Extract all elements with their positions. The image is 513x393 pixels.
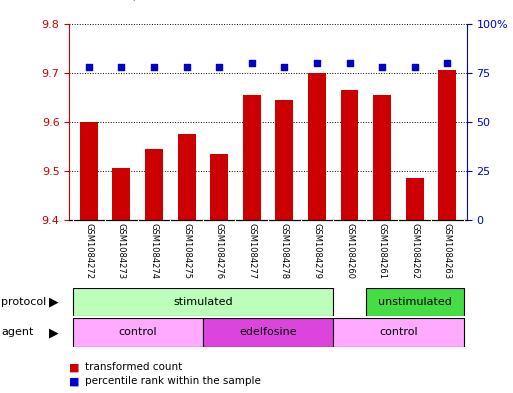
Text: unstimulated: unstimulated bbox=[378, 297, 451, 307]
Text: GSM1084273: GSM1084273 bbox=[117, 223, 126, 279]
Text: GSM1084274: GSM1084274 bbox=[149, 223, 159, 279]
Bar bbox=[72, 288, 333, 316]
Bar bbox=[145, 149, 163, 220]
Bar bbox=[177, 134, 195, 220]
Text: GSM1084277: GSM1084277 bbox=[247, 223, 256, 279]
Text: GSM1084262: GSM1084262 bbox=[410, 223, 419, 279]
Bar bbox=[203, 318, 333, 347]
Point bbox=[183, 64, 191, 70]
Point bbox=[313, 60, 321, 66]
Text: ■: ■ bbox=[69, 362, 80, 373]
Text: GDS5544 / 7970262: GDS5544 / 7970262 bbox=[64, 0, 204, 2]
Text: control: control bbox=[379, 327, 418, 338]
Text: ▶: ▶ bbox=[49, 296, 58, 309]
Bar bbox=[341, 90, 359, 220]
Point bbox=[410, 64, 419, 70]
Bar bbox=[210, 154, 228, 220]
Text: percentile rank within the sample: percentile rank within the sample bbox=[85, 376, 261, 386]
Text: stimulated: stimulated bbox=[173, 297, 233, 307]
Bar bbox=[112, 169, 130, 220]
Bar bbox=[373, 95, 391, 220]
Bar bbox=[275, 100, 293, 220]
Text: GSM1084278: GSM1084278 bbox=[280, 223, 289, 279]
Bar bbox=[333, 318, 464, 347]
Bar bbox=[80, 122, 98, 220]
Text: GSM1084276: GSM1084276 bbox=[214, 223, 224, 279]
Point bbox=[280, 64, 288, 70]
Bar bbox=[366, 288, 464, 316]
Point bbox=[117, 64, 126, 70]
Point bbox=[85, 64, 93, 70]
Text: ▶: ▶ bbox=[49, 326, 58, 339]
Bar bbox=[72, 318, 203, 347]
Point bbox=[443, 60, 451, 66]
Text: ■: ■ bbox=[69, 376, 80, 386]
Point bbox=[150, 64, 158, 70]
Text: agent: agent bbox=[1, 327, 33, 338]
Point bbox=[248, 60, 256, 66]
Bar bbox=[438, 70, 456, 220]
Bar bbox=[406, 178, 424, 220]
Text: GSM1084261: GSM1084261 bbox=[378, 223, 387, 279]
Text: GSM1084275: GSM1084275 bbox=[182, 223, 191, 279]
Point bbox=[215, 64, 223, 70]
Text: GSM1084260: GSM1084260 bbox=[345, 223, 354, 279]
Text: GSM1084263: GSM1084263 bbox=[443, 223, 452, 279]
Text: edelfosine: edelfosine bbox=[239, 327, 297, 338]
Bar bbox=[243, 95, 261, 220]
Text: control: control bbox=[119, 327, 157, 338]
Text: protocol: protocol bbox=[1, 297, 46, 307]
Text: transformed count: transformed count bbox=[85, 362, 182, 373]
Text: GSM1084279: GSM1084279 bbox=[312, 223, 322, 279]
Bar bbox=[308, 73, 326, 220]
Point bbox=[345, 60, 353, 66]
Point bbox=[378, 64, 386, 70]
Text: GSM1084272: GSM1084272 bbox=[84, 223, 93, 279]
